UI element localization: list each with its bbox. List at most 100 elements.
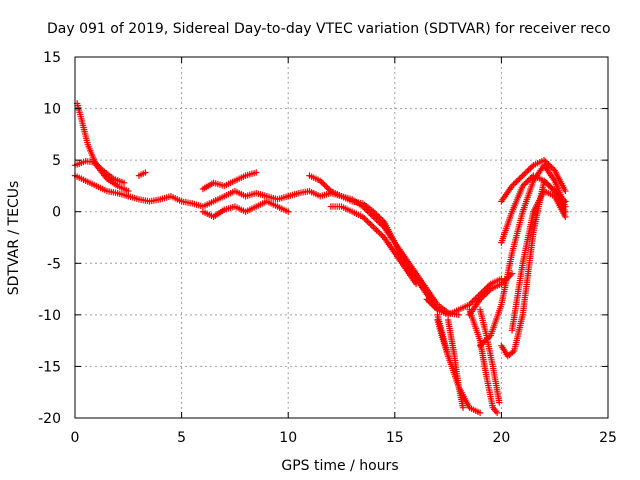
data-point xyxy=(525,166,533,173)
data-point xyxy=(326,186,333,193)
series-track-6 xyxy=(199,169,260,193)
data-point xyxy=(546,183,554,190)
data-point xyxy=(377,231,385,238)
y-tick-label: -10 xyxy=(38,308,61,324)
data-point xyxy=(373,211,380,218)
data-point xyxy=(316,177,324,184)
data-point xyxy=(508,182,516,190)
data-point xyxy=(321,181,328,189)
data-point xyxy=(444,352,452,360)
data-point xyxy=(522,169,529,176)
data-point xyxy=(481,338,488,345)
data-point xyxy=(528,163,536,170)
series-track-14 xyxy=(444,316,467,411)
data-point xyxy=(527,165,534,172)
data-point xyxy=(478,294,485,302)
data-point xyxy=(545,181,552,189)
x-tick-label: 15 xyxy=(386,430,404,446)
data-point xyxy=(521,181,528,188)
data-point xyxy=(412,280,420,288)
data-point xyxy=(543,180,551,187)
data-point xyxy=(470,296,478,304)
data-point xyxy=(368,222,376,229)
data-point xyxy=(426,299,434,306)
x-tick-label: 0 xyxy=(71,430,80,446)
series-track-5 xyxy=(135,169,149,179)
data-point xyxy=(549,165,557,173)
data-point xyxy=(514,176,522,184)
data-point xyxy=(562,198,569,205)
series-track-7 xyxy=(199,198,292,221)
y-tick-label: -5 xyxy=(47,256,61,272)
data-point xyxy=(524,178,531,185)
data-point xyxy=(370,208,377,215)
data-point xyxy=(376,229,383,237)
data-point xyxy=(498,280,505,288)
data-point xyxy=(543,159,551,167)
data-point xyxy=(476,409,484,417)
data-point xyxy=(486,287,493,294)
grid-lines xyxy=(75,57,608,418)
data-point xyxy=(324,184,331,192)
data-point xyxy=(323,183,330,190)
x-tick-label: 5 xyxy=(177,430,186,446)
data-point xyxy=(540,177,548,184)
x-tick-label: 25 xyxy=(599,430,617,446)
data-point xyxy=(478,341,485,348)
data-point xyxy=(545,161,552,168)
data-point xyxy=(362,216,370,224)
data-point xyxy=(484,288,491,296)
data-point xyxy=(359,213,367,221)
data-point xyxy=(486,333,493,341)
data-point xyxy=(496,399,503,406)
data-point xyxy=(511,179,519,187)
data-point xyxy=(467,299,475,307)
data-point xyxy=(423,296,430,303)
data-point xyxy=(425,297,432,305)
data-point xyxy=(508,270,516,277)
data-point xyxy=(525,176,533,184)
x-tick-label: 20 xyxy=(492,430,510,446)
series-track-13 xyxy=(434,316,452,360)
axis-ticks xyxy=(74,56,609,419)
data-point xyxy=(510,181,517,188)
data-point xyxy=(469,298,476,305)
data-point xyxy=(548,184,555,192)
data-point xyxy=(285,208,292,215)
y-tick-label: 10 xyxy=(43,102,61,118)
data-point xyxy=(548,164,555,171)
data-point xyxy=(367,221,374,228)
data-point xyxy=(374,228,382,235)
data-point xyxy=(365,219,373,226)
data-point xyxy=(376,214,383,221)
data-point xyxy=(120,179,128,187)
data-point xyxy=(519,172,526,179)
y-tick-label: 15 xyxy=(43,50,61,66)
series-track-20 xyxy=(498,172,569,246)
series-track-2 xyxy=(71,172,132,200)
data-point xyxy=(472,295,479,302)
plot-frame xyxy=(74,56,609,419)
data-point xyxy=(519,182,526,190)
y-tick-label: 5 xyxy=(52,153,61,169)
y-tick-labels: -20 -15 -10 -5 0 5 10 15 xyxy=(38,50,61,427)
series-track-22 xyxy=(498,156,569,205)
y-tick-label: 0 xyxy=(52,205,61,221)
x-tick-label: 10 xyxy=(279,430,297,446)
data-point xyxy=(513,178,520,185)
data-point xyxy=(542,158,549,165)
x-axis-label: GPS time / hours xyxy=(281,458,398,474)
data-point xyxy=(522,179,529,187)
y-tick-label: -20 xyxy=(38,411,61,427)
data-point xyxy=(479,339,487,347)
data-point xyxy=(320,180,327,187)
data-point xyxy=(484,335,491,342)
data-point xyxy=(429,302,437,309)
series-track-3 xyxy=(71,157,128,187)
data-point xyxy=(428,300,435,308)
data-point xyxy=(253,169,260,176)
x-tick-labels: 0 5 10 15 20 25 xyxy=(71,430,617,446)
data-point xyxy=(476,342,484,349)
